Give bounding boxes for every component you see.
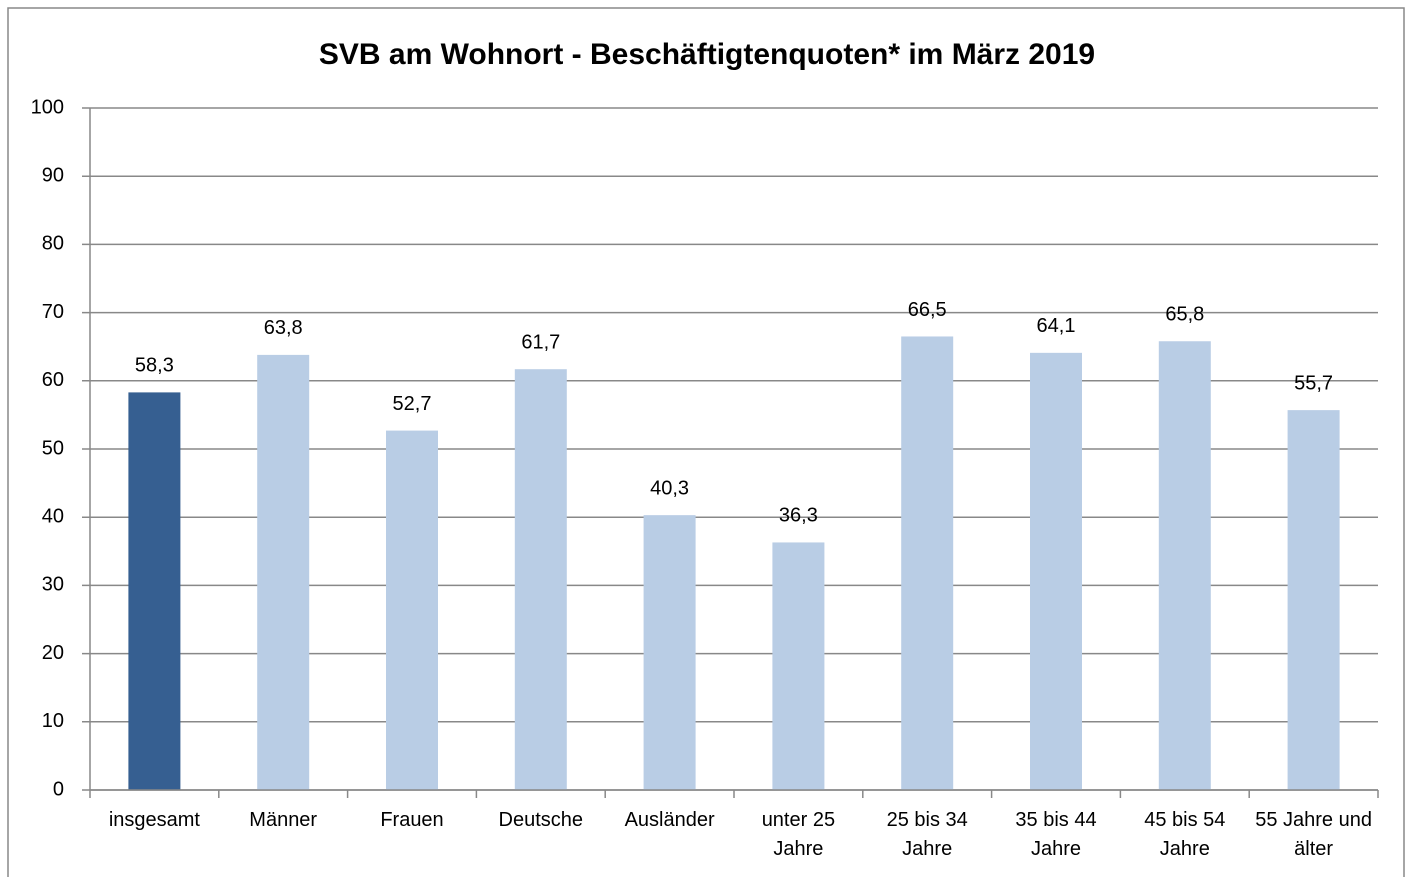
x-tick-label: 35 bis 44 Jahre xyxy=(1015,809,1097,860)
data-label: 58,3 xyxy=(135,355,174,377)
x-tick-label: 25 bis 34 Jahre xyxy=(886,809,968,860)
bar xyxy=(643,515,696,790)
data-label: 61,7 xyxy=(521,331,560,353)
data-label: 52,7 xyxy=(393,393,432,415)
y-tick-label: 20 xyxy=(42,642,64,664)
bar xyxy=(1287,410,1340,790)
x-tick-label: Ausländer xyxy=(624,809,715,831)
bar xyxy=(128,392,181,790)
data-label: 40,3 xyxy=(650,477,689,499)
bar xyxy=(1030,352,1082,790)
x-tick-label: Frauen xyxy=(380,809,444,831)
x-tick-label: 55 Jahre und älter xyxy=(1255,809,1372,860)
bar xyxy=(901,336,954,790)
y-tick-label: 30 xyxy=(42,574,64,596)
x-tick-label: Männer xyxy=(249,809,318,831)
y-tick-label: 100 xyxy=(31,96,64,118)
y-tick-label: 0 xyxy=(53,778,64,800)
data-label: 66,5 xyxy=(908,299,947,321)
y-tick-label: 50 xyxy=(42,437,64,459)
x-tick-label: Deutsche xyxy=(498,809,584,831)
y-tick-label: 10 xyxy=(42,710,64,732)
y-tick-label: 90 xyxy=(42,164,64,186)
bar xyxy=(257,354,310,790)
bar xyxy=(772,542,825,790)
data-label: 36,3 xyxy=(779,505,818,527)
y-tick-label: 40 xyxy=(42,505,64,527)
bar xyxy=(1158,341,1211,790)
data-label: 55,7 xyxy=(1294,372,1333,394)
y-tick-label: 70 xyxy=(42,301,64,323)
x-tick-label: unter 25 Jahre xyxy=(761,809,836,860)
bar xyxy=(386,430,438,790)
chart-title: SVB am Wohnort - Beschäftigtenquoten* im… xyxy=(319,38,1095,71)
x-tick-label: insgesamt xyxy=(108,809,200,831)
bar xyxy=(514,369,567,790)
x-tick-label: 45 bis 54 Jahre xyxy=(1144,809,1226,860)
data-label: 64,1 xyxy=(1037,315,1076,337)
y-tick-label: 60 xyxy=(42,369,64,391)
data-label: 63,8 xyxy=(264,317,303,339)
y-tick-label: 80 xyxy=(42,233,64,255)
data-label: 65,8 xyxy=(1165,304,1204,326)
